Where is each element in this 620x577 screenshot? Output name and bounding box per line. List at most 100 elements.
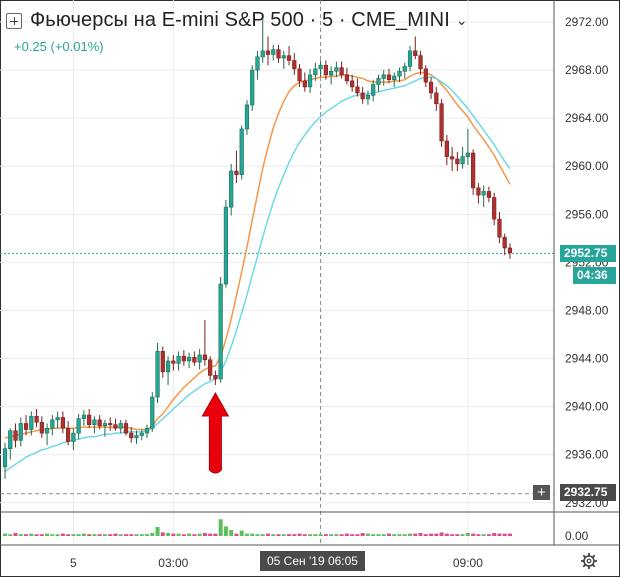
volume-bar bbox=[350, 534, 355, 536]
candle bbox=[81, 410, 86, 426]
ma-slow-line bbox=[4, 76, 511, 473]
candle-body bbox=[44, 427, 50, 434]
candle bbox=[239, 125, 244, 180]
volume-bar bbox=[392, 534, 397, 536]
volume-bar bbox=[171, 533, 176, 536]
candle bbox=[392, 72, 397, 87]
candle-body bbox=[113, 424, 118, 429]
volume-bar bbox=[60, 533, 65, 536]
candle-body bbox=[286, 55, 292, 61]
candle-body bbox=[250, 69, 255, 106]
price-tick-label: 2964.00 bbox=[565, 111, 609, 125]
candle-body bbox=[502, 236, 507, 249]
volume-bar bbox=[371, 534, 376, 536]
candle-body bbox=[371, 84, 376, 96]
up-arrow-icon bbox=[201, 391, 230, 474]
candle bbox=[134, 430, 139, 444]
candle bbox=[386, 68, 392, 84]
candle-body bbox=[123, 423, 129, 434]
candle bbox=[307, 68, 313, 93]
candle bbox=[29, 411, 34, 436]
candle bbox=[234, 150, 239, 184]
gear-icon[interactable] bbox=[580, 552, 598, 570]
candle bbox=[365, 90, 371, 105]
candle bbox=[360, 86, 365, 104]
volume-bar bbox=[81, 533, 86, 536]
candle-body bbox=[428, 81, 434, 94]
candle-body bbox=[281, 55, 286, 59]
candle-body bbox=[29, 415, 34, 430]
candle bbox=[208, 356, 213, 381]
candle bbox=[181, 350, 186, 366]
candle bbox=[376, 74, 381, 92]
candle bbox=[465, 128, 470, 166]
candle bbox=[492, 192, 497, 226]
candle-body bbox=[449, 156, 455, 160]
candle-body bbox=[187, 357, 192, 362]
candle bbox=[402, 62, 407, 79]
volume-bar bbox=[271, 534, 276, 536]
volume-bar bbox=[308, 534, 313, 536]
candle-body bbox=[155, 351, 160, 398]
candle-body bbox=[181, 355, 186, 362]
candle-body bbox=[355, 86, 360, 94]
volume-bar bbox=[381, 534, 386, 536]
chevron-down-icon[interactable]: ⌄ bbox=[455, 12, 468, 28]
candle-body bbox=[108, 423, 113, 425]
volume-bar bbox=[376, 534, 381, 536]
candle bbox=[108, 417, 113, 431]
candle-body bbox=[318, 64, 323, 70]
price-change: +0.25 (+0.01%) bbox=[14, 39, 104, 54]
volume-bar bbox=[45, 533, 50, 536]
candle-body bbox=[465, 152, 470, 157]
volume-bar bbox=[481, 534, 486, 536]
volume-tick-label: 0.00 bbox=[565, 529, 589, 543]
candle bbox=[71, 428, 76, 450]
candle bbox=[250, 65, 255, 111]
volume-bar bbox=[471, 533, 476, 536]
volume-bar bbox=[197, 533, 202, 536]
candle-body bbox=[486, 191, 492, 198]
volume-bar bbox=[360, 533, 365, 536]
volume-bar bbox=[55, 534, 60, 536]
candle bbox=[271, 44, 276, 61]
symbol-title[interactable]: Фьючерсы на E-mini S&P 500 · 5 · CME_MIN… bbox=[30, 9, 450, 31]
candle-body bbox=[402, 66, 407, 72]
candle-body bbox=[8, 430, 13, 450]
candle-body bbox=[365, 95, 371, 100]
candle-body bbox=[455, 158, 460, 165]
candle-body bbox=[39, 421, 44, 434]
candle bbox=[481, 185, 486, 208]
volume-bar bbox=[218, 519, 223, 536]
volume-bar bbox=[460, 534, 465, 536]
volume-bar bbox=[118, 534, 123, 536]
volume-bar bbox=[13, 533, 18, 536]
volume-bar bbox=[255, 534, 260, 536]
candle-body bbox=[323, 64, 328, 76]
candle-body bbox=[376, 78, 381, 85]
crosshair-price-badge: 2932.75 bbox=[560, 484, 616, 501]
candles bbox=[2, 18, 513, 479]
volume-bar bbox=[429, 533, 434, 536]
volume-bar bbox=[329, 534, 334, 536]
candle-body bbox=[439, 103, 444, 142]
candle-body bbox=[102, 423, 108, 427]
candle-body bbox=[244, 104, 250, 130]
price-tick-label: 2956.00 bbox=[565, 207, 609, 221]
candle bbox=[76, 413, 81, 440]
candle-body bbox=[134, 435, 139, 439]
volume-bar bbox=[102, 534, 107, 536]
add-symbol-icon[interactable] bbox=[6, 12, 22, 29]
volume-bar bbox=[113, 533, 118, 536]
volume-bar bbox=[213, 533, 218, 536]
candle bbox=[213, 370, 218, 386]
volume-bar bbox=[439, 532, 444, 536]
crosshair-plus-icon[interactable]: + bbox=[533, 485, 550, 500]
candle-body bbox=[2, 448, 8, 468]
candle-body bbox=[260, 50, 265, 58]
candle bbox=[355, 78, 360, 97]
price-tick-label: 2960.00 bbox=[565, 159, 609, 173]
candle bbox=[371, 79, 376, 102]
volume-bar bbox=[450, 534, 455, 536]
